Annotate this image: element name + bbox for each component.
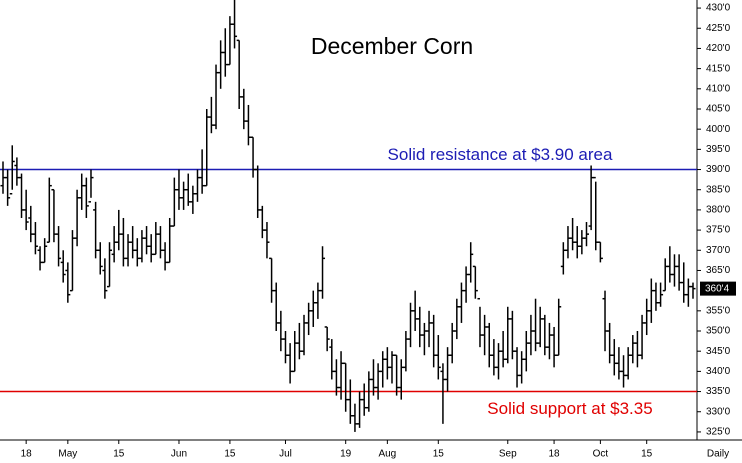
y-tick-label: 390'0 [706,164,731,175]
y-tick-label: 330'0 [706,406,731,417]
x-tick-label: 15 [224,449,236,460]
y-tick-label: 370'0 [706,245,731,256]
last-price-label: 360'4 [705,283,730,294]
y-tick-label: 400'0 [706,124,731,135]
annotation-text: Solid resistance at $3.90 area [388,145,613,164]
y-tick-label: 420'0 [706,43,731,54]
y-tick-label: 415'0 [706,63,731,74]
last-price-box [700,281,736,296]
y-tick-label: 430'0 [706,3,731,14]
chart-title: December Corn [311,33,473,59]
x-tick-label: Jun [171,449,187,460]
y-tick-label: 355'0 [706,305,731,316]
x-tick-label: Oct [593,449,609,460]
x-tick-label: 19 [340,449,352,460]
y-tick-label: 410'0 [706,83,731,94]
x-tick-label: 15 [641,449,653,460]
annotation-text: Solid support at $3.35 [487,399,652,418]
x-tick-label: Aug [378,449,396,460]
y-tick-label: 350'0 [706,326,731,337]
x-tick-label: 15 [113,449,125,460]
y-tick-label: 425'0 [706,23,731,34]
y-tick-label: 375'0 [706,225,731,236]
y-tick-label: 405'0 [706,104,731,115]
y-tick-label: 340'0 [706,366,731,377]
x-tick-label: Sep [499,449,517,460]
x-axis-label: Daily [707,449,729,460]
x-tick-label: 15 [433,449,445,460]
x-tick-label: May [58,449,77,460]
x-tick-label: 18 [21,449,33,460]
y-tick-label: 345'0 [706,346,731,357]
x-tick-label: Jul [279,449,292,460]
y-tick-label: 335'0 [706,386,731,397]
y-tick-label: 385'0 [706,184,731,195]
y-tick-label: 365'0 [706,265,731,276]
x-tick-label: 18 [549,449,561,460]
y-tick-label: 325'0 [706,427,731,438]
y-tick-label: 395'0 [706,144,731,155]
y-tick-label: 380'0 [706,205,731,216]
